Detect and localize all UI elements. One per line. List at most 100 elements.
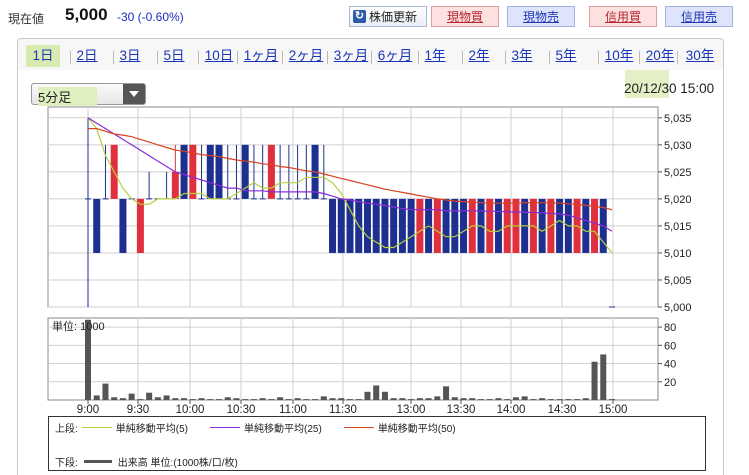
candle-body <box>398 198 406 253</box>
margin-buy-button[interactable]: 信用買 <box>589 6 657 27</box>
candle-body <box>346 198 354 253</box>
x-tick-label: 13:00 <box>397 404 426 416</box>
legend-bottom-label: 下段: <box>55 458 78 469</box>
volume-bar <box>137 399 144 400</box>
price-y-tick-label: 5,005 <box>664 275 692 287</box>
volume-bar <box>434 396 441 400</box>
volume-bar <box>181 398 188 400</box>
legend-top-label: 上段: <box>55 424 78 435</box>
tab-3年[interactable]: 3年 <box>511 48 533 63</box>
legend-ma25: 単純移動平均(25) <box>206 420 322 435</box>
volume-bar <box>312 399 319 400</box>
legend-ma5-label: 単純移動平均(5) <box>115 424 189 435</box>
volume-bar <box>294 398 301 400</box>
cash-sell-button[interactable]: 現物売 <box>507 6 575 27</box>
volume-bar <box>530 399 537 400</box>
x-tick-label: 13:30 <box>447 404 476 416</box>
price-y-tick-label: 5,025 <box>664 167 692 179</box>
volume-y-tick-label: 20 <box>664 377 676 389</box>
volume-bar <box>512 397 519 400</box>
x-tick-label: 11:00 <box>279 404 307 416</box>
volume-bar <box>478 399 484 400</box>
tab-separator <box>70 51 71 64</box>
tab-2日[interactable]: 2日 <box>76 48 98 63</box>
volume-plot-area <box>47 317 659 401</box>
volume-bar <box>198 398 205 400</box>
margin-sell-button[interactable]: 信用売 <box>665 6 733 27</box>
volume-bar <box>381 391 388 400</box>
candle-body <box>363 198 371 253</box>
tab-5日[interactable]: 5日 <box>163 48 185 63</box>
refresh-price-label: 株価更新 <box>369 10 418 24</box>
candle-body <box>494 198 502 253</box>
volume-bar <box>233 398 240 400</box>
tab-1ヶ月[interactable]: 1ヶ月 <box>243 48 279 63</box>
legend-ma5-swatch <box>81 427 112 428</box>
legend-ma50-swatch <box>343 427 374 428</box>
tab-separator <box>677 51 678 64</box>
candle-body <box>407 198 415 253</box>
tab-30年[interactable]: 30年 <box>685 48 715 63</box>
candle-body <box>93 198 101 253</box>
volume-bar <box>128 393 135 400</box>
volume-bar <box>565 399 572 400</box>
volume-y-tick-label: 80 <box>664 322 676 334</box>
price-y-tick-label: 5,035 <box>664 113 692 125</box>
volume-bar <box>521 396 528 400</box>
interval-select[interactable]: 5分足 <box>31 83 146 106</box>
volume-bar <box>119 398 126 400</box>
volume-bar <box>338 398 345 400</box>
legend-volume-label: 出来高 単位:(1000株/口/枚) <box>117 458 238 469</box>
tab-10日[interactable]: 10日 <box>204 48 234 63</box>
chart-legend: 上段: 単純移動平均(5) 単純移動平均(25) 単純移動平均(50) 下段: … <box>48 416 706 471</box>
candle-body <box>329 198 337 253</box>
volume-bar <box>399 398 406 400</box>
datetime-highlight <box>625 70 669 98</box>
volume-bar <box>582 398 589 400</box>
candle-body <box>451 198 459 253</box>
tab-separator <box>418 51 419 64</box>
volume-bar <box>460 398 467 400</box>
volume-bar <box>556 399 563 400</box>
tab-separator <box>237 51 238 64</box>
tab-10年[interactable]: 10年 <box>604 48 634 63</box>
price-y-tick-label: 5,010 <box>664 248 692 260</box>
legend-ma25-label: 単純移動平均(25) <box>244 424 322 435</box>
volume-bar <box>609 399 615 400</box>
tab-5年[interactable]: 5年 <box>555 48 577 63</box>
chevron-down-icon[interactable] <box>123 84 145 104</box>
ma5-line <box>87 117 613 254</box>
period-tab-bar: 1日 2日 3日 5日 10日 1ヶ月 2ヶ月 3ヶ月 6ヶ月 1年 2年 3年 5年 10年 20年 30年 <box>17 38 724 70</box>
tab-6ヶ月[interactable]: 6ヶ月 <box>377 48 413 63</box>
x-tick-label: 9:30 <box>127 404 149 416</box>
candle-body <box>206 144 214 199</box>
current-price-label: 現在値 <box>8 12 45 26</box>
cash-buy-button[interactable]: 現物買 <box>431 6 499 27</box>
tab-2ヶ月[interactable]: 2ヶ月 <box>288 48 324 63</box>
volume-bar <box>425 398 432 400</box>
tab-separator <box>327 51 328 64</box>
tab-3日[interactable]: 3日 <box>119 48 141 63</box>
candle-body <box>416 198 424 253</box>
volume-bar <box>451 397 458 400</box>
volume-bar <box>102 383 109 400</box>
tab-separator <box>113 51 114 64</box>
ma25-line <box>87 117 613 232</box>
tab-1日[interactable]: 1日 <box>26 45 60 67</box>
candle-body <box>215 144 223 199</box>
x-tick-label: 15:00 <box>599 404 628 416</box>
candle-body <box>171 171 179 199</box>
tab-20年[interactable]: 20年 <box>645 48 675 63</box>
volume-bar <box>539 398 546 400</box>
tab-3ヶ月[interactable]: 3ヶ月 <box>333 48 369 63</box>
candle-body <box>486 198 494 253</box>
volume-bar <box>416 398 423 400</box>
tab-1年[interactable]: 1年 <box>424 48 446 63</box>
volume-bar <box>504 399 511 400</box>
tab-separator <box>282 51 283 64</box>
candle-body <box>591 198 599 253</box>
refresh-price-button[interactable]: ↻ 株価更新 <box>349 6 427 27</box>
tab-2年[interactable]: 2年 <box>468 48 490 63</box>
price-y-tick-label: 5,030 <box>664 140 692 152</box>
volume-bar <box>242 399 249 400</box>
